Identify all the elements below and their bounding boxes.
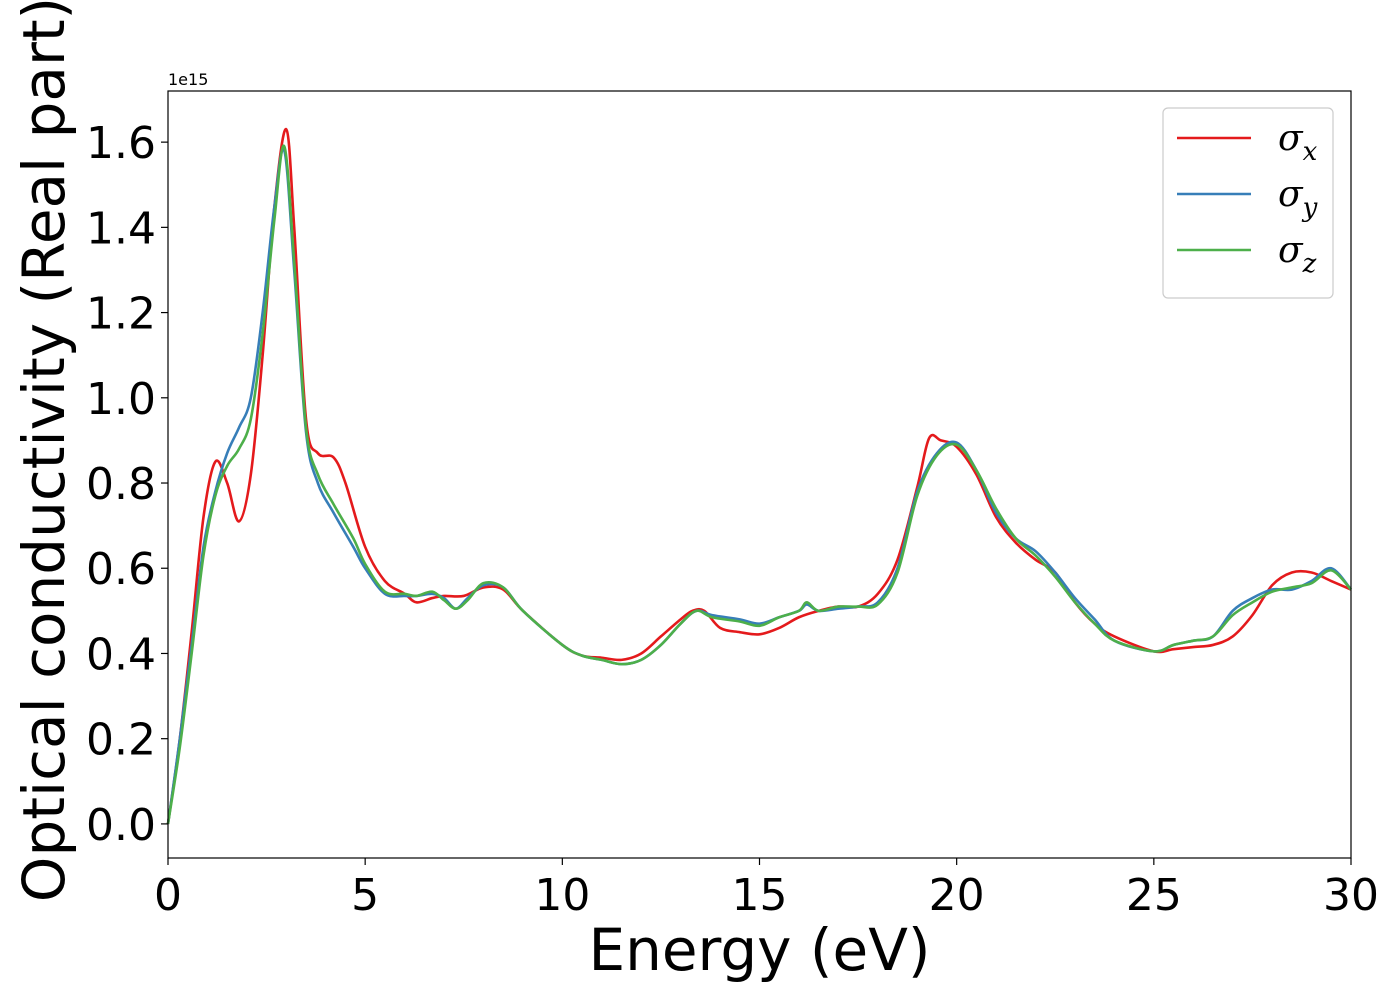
y-axis-title: Optical conductivity (Real part) (10, 0, 78, 902)
y-tick-label: 0.6 (86, 544, 156, 595)
x-tick-label: 15 (732, 870, 788, 921)
legend-symbol: σ (1278, 174, 1304, 215)
x-tick-label: 20 (929, 870, 985, 921)
x-axis-ticks: 0 5 10 15 20 25 30 (154, 858, 1379, 921)
legend-subscript: z (1302, 249, 1317, 279)
y-tick-label: 1.4 (86, 203, 156, 254)
y-tick-label: 1.0 (86, 374, 156, 425)
legend-label-sigma-z: σz (1278, 230, 1317, 279)
x-tick-label: 30 (1323, 870, 1379, 921)
x-tick-label: 10 (534, 870, 590, 921)
x-tick-label: 0 (154, 870, 182, 921)
legend-symbol: σ (1278, 118, 1304, 159)
legend-label-sigma-x: σx (1278, 118, 1318, 167)
x-tick-label: 5 (351, 870, 379, 921)
y-tick-label: 0.4 (86, 629, 156, 680)
y-tick-label: 0.2 (86, 715, 156, 766)
legend-subscript: x (1303, 137, 1318, 167)
y-tick-label: 0.0 (86, 800, 156, 851)
legend-subscript: y (1302, 193, 1318, 223)
plot-lines (166, 128, 1353, 825)
x-tick-label: 25 (1126, 870, 1182, 921)
x-axis-title: Energy (eV) (588, 916, 930, 984)
y-tick-label: 1.6 (86, 118, 156, 169)
y-axis-offset-text: 1e15 (168, 70, 208, 89)
series-line-sigma-z (166, 144, 1352, 825)
y-tick-label: 1.2 (86, 289, 156, 340)
legend-symbol: σ (1278, 230, 1304, 271)
y-tick-label: 0.8 (86, 459, 156, 510)
legend-label-sigma-y: σy (1278, 174, 1318, 223)
y-axis-ticks: 0.0 0.2 0.4 0.6 0.8 1.0 1.2 1.4 1.6 (86, 118, 168, 851)
